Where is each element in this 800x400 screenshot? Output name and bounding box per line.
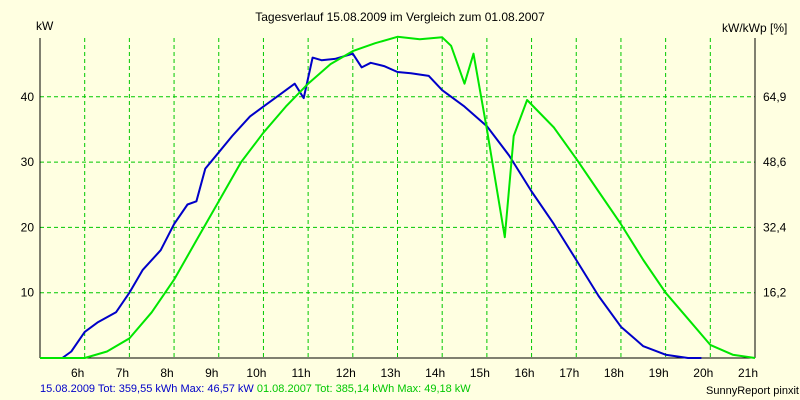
series-line-2007	[40, 35, 756, 359]
y-right-tick-label: 48,6	[763, 155, 787, 169]
x-tick-label: 15h	[470, 366, 490, 380]
x-tick-label: 20h	[693, 366, 713, 380]
x-tick-label: 7h	[116, 366, 129, 380]
x-tick-label: 17h	[559, 366, 579, 380]
x-tick-label: 6h	[71, 366, 84, 380]
y-axis-right-unit: kW/kWp [%]	[722, 21, 788, 35]
y-left-tick-label: 30	[21, 155, 35, 169]
x-tick-label: 9h	[205, 366, 218, 380]
x-tick-label: 11h	[292, 366, 311, 380]
x-tick-label: 18h	[604, 366, 624, 380]
y-left-tick-label: 20	[21, 220, 35, 234]
legend-series-2009: 15.08.2009 Tot: 359,55 kWh Max: 46,57 kW	[40, 383, 254, 395]
y-left-tick-label: 10	[21, 286, 35, 300]
x-tick-label: 8h	[160, 366, 173, 380]
y-left-tick-label: 40	[21, 90, 35, 104]
legend-footer: 15.08.2009 Tot: 359,55 kWh Max: 46,57 kW…	[40, 383, 471, 395]
legend-series-2007: 01.08.2007 Tot: 385,14 kWh Max: 49,18 kW	[256, 383, 471, 395]
credit-text: SunnyReport pinxit	[706, 385, 799, 397]
x-tick-label: 13h	[380, 366, 400, 380]
x-tick-label: 19h	[649, 366, 669, 380]
x-tick-label: 10h	[246, 366, 266, 380]
x-tick-label: 21h	[738, 366, 758, 380]
y-right-tick-label: 32,4	[763, 220, 787, 234]
series-line-2009	[40, 52, 702, 359]
x-tick-label: 16h	[515, 366, 535, 380]
y-right-tick-label: 16,2	[763, 286, 787, 300]
y-right-tick-label: 64,9	[763, 90, 787, 104]
y-axis-left-unit: kW	[36, 19, 54, 33]
x-tick-label: 12h	[336, 366, 356, 380]
x-tick-label: 14h	[425, 366, 445, 380]
chart-title: Tagesverlauf 15.08.2009 im Vergleich zum…	[255, 10, 545, 24]
